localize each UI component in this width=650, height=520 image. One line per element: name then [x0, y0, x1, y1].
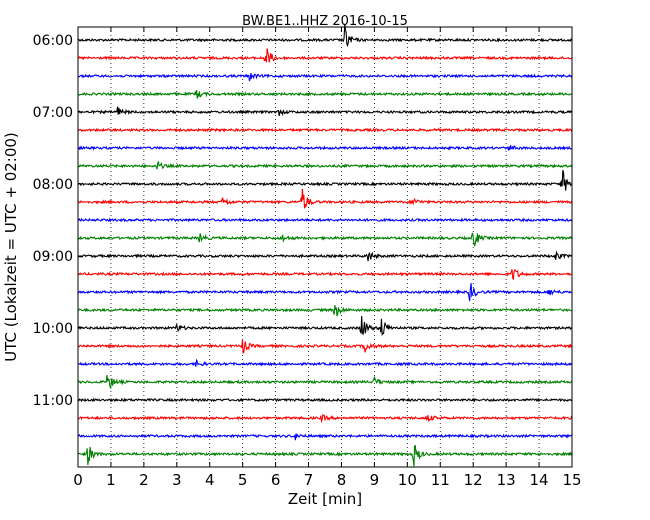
trace-0615	[77, 48, 573, 63]
trace-0645	[77, 90, 573, 99]
x-tick-label: 10	[398, 471, 417, 489]
x-tick-label: 3	[172, 471, 182, 489]
trace-0945	[78, 305, 573, 317]
x-tick-label: 5	[238, 471, 248, 489]
trace-0915	[77, 269, 573, 281]
trace-0930	[77, 283, 573, 302]
x-tick-label: 7	[304, 471, 314, 489]
trace-0600	[77, 23, 573, 48]
x-tick-label: 2	[139, 471, 149, 489]
trace-0845	[77, 232, 573, 247]
y-tick-label: 11:00	[33, 393, 73, 409]
x-tick-label: 4	[205, 471, 215, 489]
y-axis-label: UTC (Lokalzeit = UTC + 02:00)	[2, 132, 20, 362]
y-tick-label: 09:00	[33, 249, 73, 265]
x-tick-label: 9	[370, 471, 380, 489]
trace-0830	[77, 217, 573, 223]
trace-1130	[77, 433, 573, 441]
trace-1100	[77, 397, 573, 403]
trace-1115	[77, 413, 573, 424]
trace-0815	[77, 188, 573, 209]
x-tick-label: 1	[106, 471, 116, 489]
x-tick-label: 13	[497, 471, 516, 489]
x-tick-label: 0	[73, 471, 83, 489]
trace-0730	[77, 145, 573, 151]
trace-1145	[77, 444, 573, 467]
vertical-grid	[110, 27, 540, 467]
x-tick-label: 6	[271, 471, 281, 489]
x-tick-label: 12	[464, 471, 483, 489]
y-tick-labels: 06:00 07:00 08:00 09:00 10:00 11:00	[33, 33, 572, 409]
y-tick-label: 08:00	[33, 177, 73, 193]
x-axis-label: Zeit [min]	[288, 490, 362, 508]
trace-0800	[77, 170, 573, 191]
trace-1045	[77, 374, 573, 390]
trace-0745	[77, 160, 573, 170]
x-tick-label: 11	[431, 471, 450, 489]
trace-1015	[77, 339, 573, 354]
x-tick-label: 8	[337, 471, 347, 489]
trace-0700	[77, 106, 573, 117]
y-tick-label: 06:00	[33, 33, 73, 49]
y-tick-label: 07:00	[33, 105, 73, 121]
x-tick-label: 15	[562, 471, 581, 489]
x-tick-label: 14	[530, 471, 549, 489]
chart-title: BW.BE1..HHZ 2016-10-15	[242, 14, 408, 29]
trace-0900	[77, 250, 573, 262]
plot-frame	[77, 26, 573, 468]
trace-0630	[77, 72, 573, 82]
seismogram-traces	[77, 23, 573, 467]
trace-0715	[77, 127, 573, 133]
x-tick-labels: 0 1 2 3 4 5 6 7 8 9 10 11 12 13 14 15	[73, 27, 582, 489]
y-tick-label: 10:00	[33, 321, 73, 337]
trace-1030	[77, 358, 573, 367]
trace-1000	[77, 316, 573, 337]
